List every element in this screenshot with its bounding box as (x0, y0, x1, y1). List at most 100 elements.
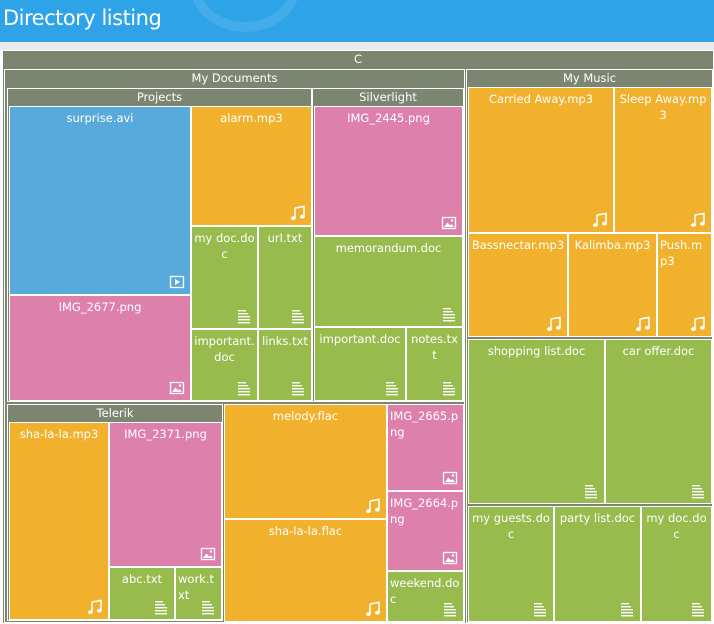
file-tile[interactable]: notes.txt (406, 327, 463, 401)
page-title: Directory listing (3, 6, 162, 30)
file-name: IMG_2665.png (390, 409, 459, 439)
file-name: abc.txt (121, 572, 163, 586)
file-tile[interactable]: alarm.mp3 (191, 106, 312, 226)
group-header-my-documents: My Documents (191, 71, 278, 85)
document-icon (236, 380, 252, 396)
file-name: my guests.doc (472, 511, 550, 541)
header-decoration (190, 0, 300, 32)
image-icon (442, 550, 458, 566)
group-header-c: C (353, 52, 363, 66)
file-tile[interactable]: my doc.doc (191, 226, 258, 329)
file-name: links.txt (262, 334, 308, 348)
document-icon (236, 308, 252, 324)
file-tile[interactable]: important.doc (314, 327, 406, 401)
file-tile[interactable]: party list.doc (554, 506, 641, 622)
document-icon (290, 308, 306, 324)
file-tile[interactable]: work.txt (175, 567, 222, 620)
file-name: sha-la-la.flac (268, 524, 343, 538)
music-note-icon (290, 205, 306, 221)
treemap: C My Documents Projects surprise.avi ala… (2, 50, 714, 624)
document-icon (441, 380, 457, 396)
group-my-music[interactable]: My Music Carried Away.mp3 Sleep Away.mp3… (466, 69, 713, 623)
file-tile[interactable]: IMG_2677.png (9, 295, 191, 401)
music-note-icon (87, 599, 103, 615)
file-tile[interactable]: url.txt (258, 226, 312, 329)
file-name: car offer.doc (622, 344, 695, 358)
file-tile[interactable]: Sleep Away.mp3 (614, 87, 712, 233)
document-icon (619, 601, 635, 617)
image-icon (441, 215, 457, 231)
file-tile[interactable]: IMG_2445.png (314, 106, 463, 236)
file-tile[interactable]: Push.mp3 (657, 233, 712, 337)
file-tile[interactable]: links.txt (258, 329, 312, 401)
file-name: weekend.doc (390, 576, 460, 606)
file-tile[interactable]: my guests.doc (468, 506, 554, 622)
file-tile[interactable]: weekend.doc (387, 571, 464, 622)
header-divider (0, 42, 714, 50)
file-tile[interactable]: Bassnectar.mp3 (468, 233, 568, 337)
page-header: Directory listing (0, 0, 714, 42)
file-name: Kalimba.mp3 (574, 238, 651, 252)
file-name: alarm.mp3 (220, 111, 283, 125)
group-silverlight[interactable]: Silverlight IMG_2445.png memorandum.doc … (312, 88, 464, 402)
music-note-icon (546, 316, 562, 332)
file-tile[interactable]: IMG_2665.png (387, 404, 464, 491)
file-tile[interactable]: abc.txt (109, 567, 175, 620)
file-tile[interactable]: sha-la-la.flac (224, 519, 387, 622)
file-name: IMG_2664.png (390, 496, 459, 526)
group-header-projects: Projects (136, 90, 183, 104)
group-c[interactable]: C My Documents Projects surprise.avi ala… (2, 50, 714, 624)
image-icon (200, 546, 216, 562)
file-tile[interactable]: melody.flac (224, 404, 387, 519)
file-name: my doc.doc (646, 511, 707, 541)
file-tile[interactable]: surprise.avi (9, 106, 191, 295)
file-tile[interactable]: car offer.doc (605, 339, 712, 504)
file-tile[interactable]: IMG_2664.png (387, 491, 464, 571)
file-tile[interactable]: sha-la-la.mp3 (9, 422, 109, 620)
file-name: Push.mp3 (660, 238, 703, 268)
file-name: my doc.doc (194, 231, 255, 261)
document-icon (200, 599, 216, 615)
group-header-telerik: Telerik (96, 406, 134, 420)
group-header-my-music: My Music (562, 71, 617, 85)
file-name: important.doc (194, 334, 255, 364)
file-name: work.txt (178, 572, 214, 602)
document-icon (532, 601, 548, 617)
file-name: melody.flac (272, 409, 339, 423)
music-note-icon (690, 316, 706, 332)
music-note-icon (365, 498, 381, 514)
document-icon (442, 601, 458, 617)
file-tile[interactable]: Carried Away.mp3 (468, 87, 614, 233)
file-name: Bassnectar.mp3 (471, 238, 565, 252)
file-tile[interactable]: important.doc (191, 329, 258, 401)
group-header-silverlight: Silverlight (359, 90, 417, 104)
image-icon (169, 380, 185, 396)
document-icon (583, 483, 599, 499)
file-name: surprise.avi (66, 111, 134, 125)
file-name: Sleep Away.mp3 (619, 92, 707, 122)
file-tile[interactable]: IMG_2371.png (109, 422, 222, 567)
group-telerik[interactable]: Telerik sha-la-la.mp3 IMG_2371.png abc.t… (7, 404, 223, 621)
file-name: shopping list.doc (487, 344, 586, 358)
document-icon (384, 380, 400, 396)
file-tile[interactable]: my doc.doc (641, 506, 712, 622)
video-icon (169, 274, 185, 290)
file-tile[interactable]: shopping list.doc (468, 339, 605, 504)
document-icon (153, 599, 169, 615)
group-my-documents[interactable]: My Documents Projects surprise.avi alarm… (4, 69, 465, 623)
file-name: important.doc (319, 332, 401, 346)
file-name: IMG_2445.png (347, 111, 430, 125)
document-icon (690, 483, 706, 499)
file-name: url.txt (267, 231, 303, 245)
group-projects[interactable]: Projects surprise.avi alarm.mp3 my doc.d… (7, 88, 312, 402)
file-name: IMG_2371.png (124, 427, 207, 441)
file-name: party list.doc (559, 511, 636, 525)
music-note-icon (635, 316, 651, 332)
document-icon (290, 380, 306, 396)
file-tile[interactable]: memorandum.doc (314, 236, 463, 327)
file-name: Carried Away.mp3 (488, 92, 594, 106)
file-name: IMG_2677.png (58, 300, 142, 314)
file-tile[interactable]: Kalimba.mp3 (568, 233, 657, 337)
file-name: memorandum.doc (335, 241, 442, 255)
file-name: sha-la-la.mp3 (19, 427, 99, 441)
